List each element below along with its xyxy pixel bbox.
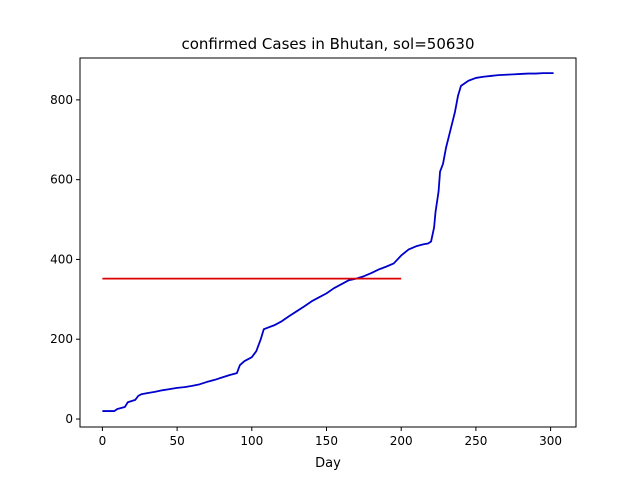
chart-title: confirmed Cases in Bhutan, sol=50630 [181,35,474,53]
y-tick-label: 600 [50,173,73,187]
y-tick-label: 800 [50,93,73,107]
series-layer [102,72,554,412]
confirmed-cases-line [102,72,554,412]
x-axis-label: Day [315,456,341,471]
y-tick-label: 200 [50,332,73,346]
axes-frame [79,57,577,428]
y-tick-label: 0 [65,412,73,426]
x-tick-label: 50 [169,434,184,448]
y-tick-label: 400 [50,252,73,266]
x-tick-label: 0 [99,434,107,448]
x-axis-ticks: 0 50 100 150 200 250 300 [99,427,562,448]
x-tick-label: 300 [539,434,562,448]
x-tick-label: 100 [240,434,263,448]
x-tick-label: 150 [315,434,338,448]
x-tick-label: 200 [390,434,413,448]
y-axis-ticks: 0 200 400 600 800 [50,93,80,426]
x-tick-label: 250 [464,434,487,448]
